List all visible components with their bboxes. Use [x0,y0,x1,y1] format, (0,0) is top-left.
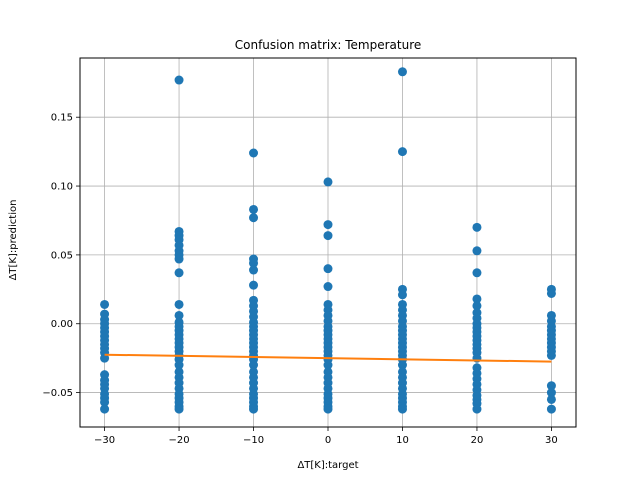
data-point [174,360,184,370]
data-point [472,294,482,304]
y-tick-label: 0.00 [51,319,73,330]
data-point [174,268,184,278]
data-point [100,299,110,309]
data-point [174,299,184,309]
y-axis-label: ΔT[K]:prediction [8,200,19,281]
data-point [249,148,259,158]
data-point [249,360,259,370]
data-point [249,204,259,214]
data-point [546,404,556,414]
data-point [174,310,184,320]
y-tick-label: 0.15 [51,113,73,124]
data-point [323,231,333,241]
y-tick-label: 0.10 [51,182,73,193]
y-tick-label: 0.05 [51,250,73,261]
data-point [249,280,259,290]
data-point [249,404,259,414]
data-point [546,394,556,404]
data-point [472,246,482,256]
data-point [100,397,110,407]
data-point [397,360,407,370]
data-point [472,301,482,311]
data-point [249,258,259,268]
data-point [472,222,482,232]
x-tick-label: 10 [396,435,409,446]
data-point [174,254,184,264]
data-point [546,388,556,398]
data-point [323,264,333,274]
data-point [397,290,407,300]
data-point [100,353,110,363]
data-point [323,282,333,292]
data-point [174,404,184,414]
data-point [323,177,333,187]
data-point [546,288,556,298]
data-point [323,220,333,230]
data-point [323,360,333,370]
data-point [323,404,333,414]
x-axis-label: ΔT[K]:target [297,460,358,471]
y-tick-label: −0.05 [42,388,73,399]
chart-title: Confusion matrix: Temperature [235,38,422,52]
data-point [397,404,407,414]
data-point [546,381,556,391]
ticks: −30 −20 −10 0 10 20 30 −0.05 0.00 0.05 0.10 0.15 [42,113,557,446]
data-point [397,147,407,157]
data-point [249,265,259,275]
data-point [397,67,407,77]
fit-line [104,353,552,363]
data-point [472,404,482,414]
plot-marks [100,67,556,414]
data-point [472,268,482,278]
data-point [100,404,110,414]
x-tick-label: −30 [94,435,115,446]
data-point [249,213,259,223]
x-tick-label: −10 [243,435,264,446]
data-point [546,350,556,360]
x-tick-label: 20 [471,435,484,446]
x-tick-label: −20 [168,435,189,446]
x-tick-label: 30 [545,435,558,446]
data-point [174,75,184,85]
x-tick-label: 0 [325,435,331,446]
